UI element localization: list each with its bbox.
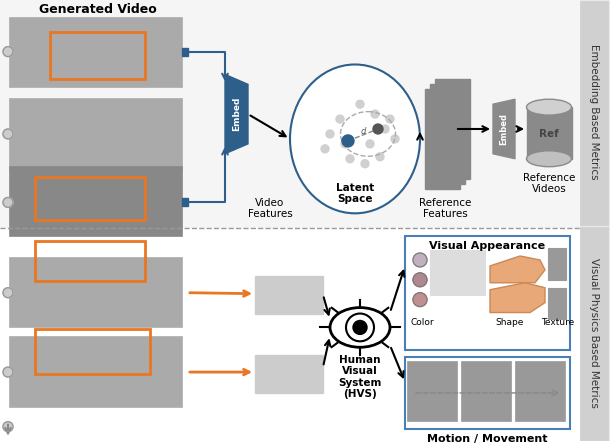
Bar	[407, 361, 457, 421]
Bar	[50, 32, 145, 79]
Bar	[425, 89, 460, 189]
Bar	[0, 228, 580, 440]
Bar	[430, 250, 485, 295]
Bar	[10, 99, 182, 169]
Bar	[548, 288, 566, 320]
Bar	[182, 48, 188, 56]
Bar	[430, 84, 465, 183]
Circle shape	[356, 100, 364, 108]
Bar	[527, 107, 572, 159]
Text: Shape: Shape	[496, 318, 524, 327]
Text: Visual Physics Based Metrics: Visual Physics Based Metrics	[589, 258, 599, 408]
Circle shape	[326, 130, 334, 138]
Circle shape	[381, 125, 389, 133]
Ellipse shape	[526, 151, 572, 166]
Circle shape	[346, 313, 374, 341]
Bar	[10, 337, 182, 407]
Text: Embed: Embed	[500, 113, 509, 145]
Text: Color: Color	[410, 318, 434, 327]
Circle shape	[371, 110, 379, 118]
Text: Texture: Texture	[542, 318, 575, 327]
Bar	[435, 79, 470, 178]
Circle shape	[342, 135, 354, 147]
Circle shape	[376, 153, 384, 161]
Circle shape	[413, 293, 427, 307]
Circle shape	[346, 155, 354, 163]
Circle shape	[336, 115, 344, 123]
Text: Reference
Videos: Reference Videos	[523, 173, 575, 194]
Circle shape	[366, 140, 374, 148]
Text: Ref: Ref	[539, 129, 559, 139]
Polygon shape	[490, 283, 545, 313]
Ellipse shape	[290, 64, 420, 213]
Bar	[182, 198, 188, 206]
Text: Motion / Movement: Motion / Movement	[427, 433, 547, 444]
Text: Generated Video: Generated Video	[39, 4, 157, 16]
Bar	[580, 227, 608, 440]
Bar	[548, 248, 566, 280]
Ellipse shape	[330, 308, 390, 347]
Bar	[515, 361, 565, 421]
Circle shape	[341, 140, 349, 148]
Text: Video
Features: Video Features	[248, 198, 292, 219]
Ellipse shape	[526, 99, 572, 115]
Bar	[35, 329, 150, 374]
Text: d: d	[361, 127, 365, 136]
Text: Reference
Features: Reference Features	[419, 198, 471, 219]
Circle shape	[391, 135, 399, 143]
Text: Embed: Embed	[232, 97, 242, 131]
Circle shape	[413, 273, 427, 287]
Circle shape	[353, 321, 367, 334]
Bar	[255, 355, 323, 393]
Circle shape	[3, 367, 13, 377]
Circle shape	[373, 124, 383, 134]
Bar	[10, 18, 182, 87]
Bar	[35, 177, 145, 220]
Text: Embedding Based Metrics: Embedding Based Metrics	[589, 44, 599, 180]
Bar	[461, 361, 511, 421]
Bar	[580, 0, 610, 440]
Circle shape	[386, 115, 394, 123]
Bar	[0, 0, 580, 228]
Bar	[580, 1, 608, 225]
Circle shape	[3, 47, 13, 56]
Text: Human
Visual
System
(HVS): Human Visual System (HVS)	[339, 355, 382, 400]
Polygon shape	[490, 256, 545, 283]
Bar	[10, 258, 182, 327]
Circle shape	[321, 145, 329, 153]
Circle shape	[3, 422, 13, 432]
Bar	[405, 357, 570, 428]
Circle shape	[413, 253, 427, 267]
Text: Visual Appearance: Visual Appearance	[429, 241, 545, 251]
Bar	[255, 276, 323, 313]
Circle shape	[3, 198, 13, 207]
Bar	[10, 166, 182, 236]
Polygon shape	[225, 75, 248, 154]
Circle shape	[361, 160, 369, 168]
Polygon shape	[493, 99, 515, 159]
Bar	[405, 236, 570, 350]
Text: Latent
Space: Latent Space	[336, 182, 374, 204]
Circle shape	[3, 288, 13, 297]
Circle shape	[3, 129, 13, 139]
Bar	[35, 241, 145, 281]
